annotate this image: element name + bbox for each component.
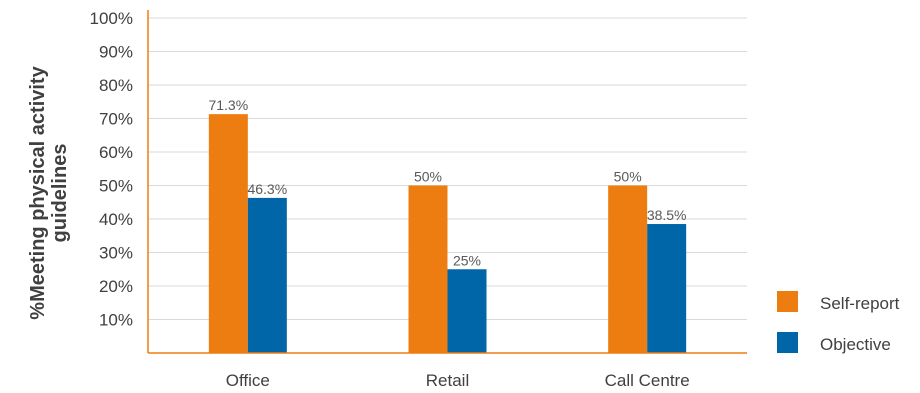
y-tick-label: 100%: [90, 9, 133, 28]
legend-swatch-self-report: [777, 291, 798, 312]
legend: Self-report Objective: [777, 291, 900, 354]
data-label: 46.3%: [247, 181, 287, 197]
bars: [208, 114, 687, 354]
y-tick-label: 10%: [99, 311, 133, 330]
x-category-label: Office: [226, 371, 270, 390]
data-label: 50%: [414, 169, 442, 185]
y-tick-label: 50%: [99, 177, 133, 196]
y-tick-label: 30%: [99, 244, 133, 263]
legend-swatch-objective: [777, 332, 798, 353]
data-labels: 71.3% 46.3% 50% 25% 50% 38.5%: [208, 97, 686, 268]
y-tick-labels: 10% 20% 30% 40% 50% 60% 70% 80% 90% 100%: [90, 9, 133, 330]
data-label: 38.5%: [647, 207, 687, 223]
bar-self-report-call-centre: [608, 185, 648, 353]
y-tick-label: 90%: [99, 43, 133, 62]
bar-objective-office: [247, 197, 287, 353]
bar-self-report-retail: [408, 185, 448, 353]
y-axis-label-line-1: %Meeting physical activity: [27, 65, 49, 319]
legend-label-self-report: Self-report: [820, 294, 900, 313]
data-label: 25%: [453, 252, 481, 268]
bar-objective-retail: [447, 269, 487, 353]
data-label: 50%: [614, 169, 642, 185]
y-tick-label: 80%: [99, 76, 133, 95]
y-tick-label: 40%: [99, 210, 133, 229]
y-tick-label: 20%: [99, 277, 133, 296]
y-axis-label-line-2: guidelines: [49, 144, 71, 243]
x-category-labels: Office Retail Call Centre: [226, 371, 690, 390]
y-tick-label: 70%: [99, 110, 133, 129]
x-category-label: Retail: [426, 371, 469, 390]
x-category-label: Call Centre: [605, 371, 690, 390]
legend-label-objective: Objective: [820, 335, 891, 354]
bar-self-report-office: [208, 114, 248, 354]
y-tick-label: 60%: [99, 143, 133, 162]
bar-objective-call-centre: [647, 224, 687, 353]
axes: [147, 10, 747, 354]
data-label: 71.3%: [208, 97, 248, 113]
